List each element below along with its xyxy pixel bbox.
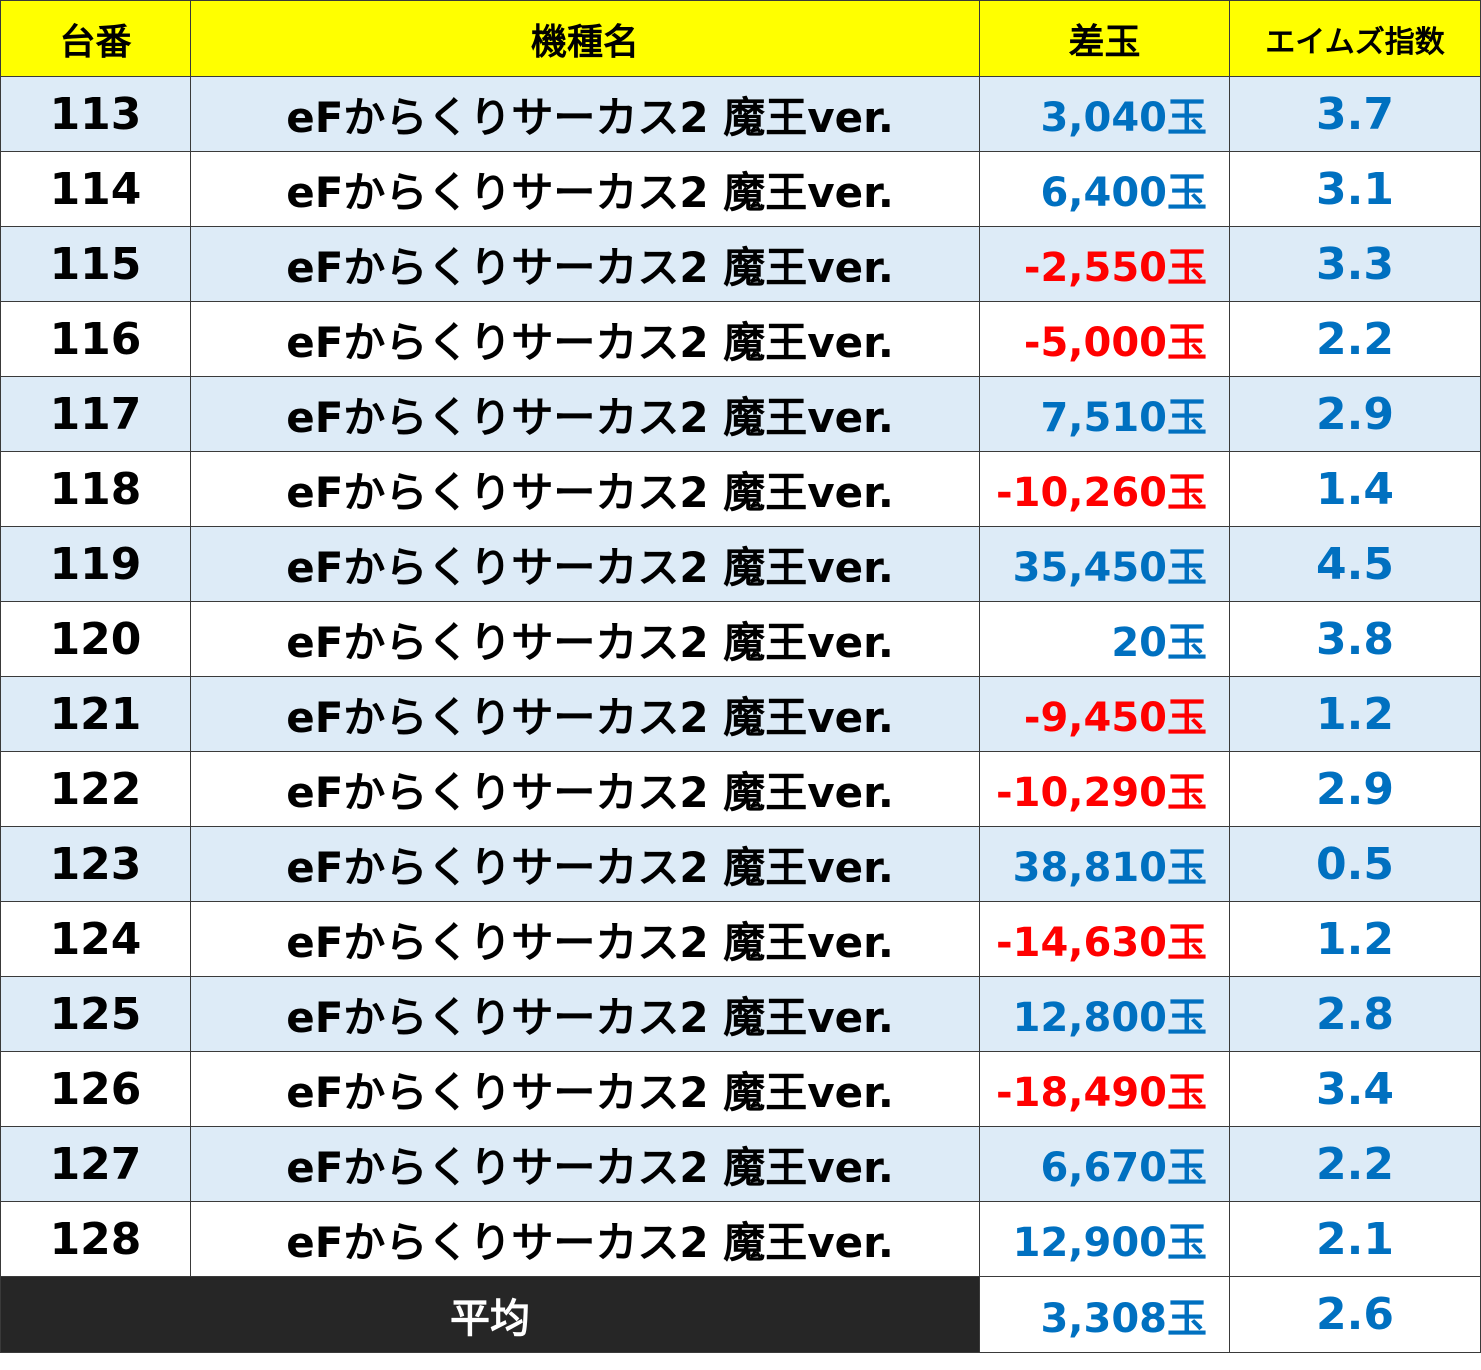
model-name-cell: eFからくりサーカス2 魔王ver. — [190, 1126, 980, 1202]
table-row: 120 eFからくりサーカス2 魔王ver. 20玉 3.8 — [0, 601, 1481, 677]
index-cell: 2.9 — [1229, 376, 1481, 452]
table-row: 128 eFからくりサーカス2 魔王ver. 12,900玉 2.1 — [0, 1201, 1481, 1277]
difference-cell: 12,800玉 — [979, 976, 1230, 1052]
machine-number-cell: 118 — [0, 451, 191, 527]
header-index: エイムズ指数 — [1229, 0, 1481, 77]
model-name-cell: eFからくりサーカス2 魔王ver. — [190, 976, 980, 1052]
model-name-cell: eFからくりサーカス2 魔王ver. — [190, 1201, 980, 1277]
table-row: 118 eFからくりサーカス2 魔王ver. -10,260玉 1.4 — [0, 451, 1481, 527]
machine-number-cell: 121 — [0, 676, 191, 752]
table-row: 119 eFからくりサーカス2 魔王ver. 35,450玉 4.5 — [0, 526, 1481, 602]
model-name-cell: eFからくりサーカス2 魔王ver. — [190, 901, 980, 977]
machine-number-cell: 114 — [0, 151, 191, 227]
machine-number-cell: 119 — [0, 526, 191, 602]
machine-number-cell: 124 — [0, 901, 191, 977]
header-model: 機種名 — [190, 0, 980, 77]
index-cell: 3.8 — [1229, 601, 1481, 677]
difference-cell: -2,550玉 — [979, 226, 1230, 302]
machine-number-cell: 116 — [0, 301, 191, 377]
index-cell: 2.8 — [1229, 976, 1481, 1052]
model-name-cell: eFからくりサーカス2 魔王ver. — [190, 226, 980, 302]
table-row: 121 eFからくりサーカス2 魔王ver. -9,450玉 1.2 — [0, 676, 1481, 752]
model-name-cell: eFからくりサーカス2 魔王ver. — [190, 526, 980, 602]
machine-number-cell: 125 — [0, 976, 191, 1052]
difference-cell: 7,510玉 — [979, 376, 1230, 452]
index-cell: 4.5 — [1229, 526, 1481, 602]
index-cell: 2.2 — [1229, 301, 1481, 377]
average-index: 2.6 — [1229, 1276, 1481, 1353]
index-cell: 1.4 — [1229, 451, 1481, 527]
average-row: 平均 3,308玉 2.6 — [0, 1276, 1481, 1353]
table-row: 125 eFからくりサーカス2 魔王ver. 12,800玉 2.8 — [0, 976, 1481, 1052]
machine-number-cell: 113 — [0, 76, 191, 152]
machine-number-cell: 120 — [0, 601, 191, 677]
header-row: 台番 機種名 差玉 エイムズ指数 — [0, 0, 1481, 77]
model-name-cell: eFからくりサーカス2 魔王ver. — [190, 676, 980, 752]
model-name-cell: eFからくりサーカス2 魔王ver. — [190, 376, 980, 452]
table-row: 122 eFからくりサーカス2 魔王ver. -10,290玉 2.9 — [0, 751, 1481, 827]
index-cell: 3.4 — [1229, 1051, 1481, 1127]
difference-cell: 35,450玉 — [979, 526, 1230, 602]
difference-cell: -9,450玉 — [979, 676, 1230, 752]
machine-number-cell: 126 — [0, 1051, 191, 1127]
table-row: 126 eFからくりサーカス2 魔王ver. -18,490玉 3.4 — [0, 1051, 1481, 1127]
index-cell: 0.5 — [1229, 826, 1481, 902]
table-header: 台番 機種名 差玉 エイムズ指数 — [0, 0, 1481, 77]
model-name-cell: eFからくりサーカス2 魔王ver. — [190, 451, 980, 527]
table-row: 127 eFからくりサーカス2 魔王ver. 6,670玉 2.2 — [0, 1126, 1481, 1202]
header-difference: 差玉 — [979, 0, 1230, 77]
difference-cell: 12,900玉 — [979, 1201, 1230, 1277]
index-cell: 1.2 — [1229, 676, 1481, 752]
difference-cell: 20玉 — [979, 601, 1230, 677]
model-name-cell: eFからくりサーカス2 魔王ver. — [190, 601, 980, 677]
index-cell: 2.9 — [1229, 751, 1481, 827]
machine-number-cell: 123 — [0, 826, 191, 902]
average-label: 平均 — [0, 1276, 980, 1353]
table-row: 115 eFからくりサーカス2 魔王ver. -2,550玉 3.3 — [0, 226, 1481, 302]
model-name-cell: eFからくりサーカス2 魔王ver. — [190, 751, 980, 827]
index-cell: 1.2 — [1229, 901, 1481, 977]
index-cell: 3.3 — [1229, 226, 1481, 302]
difference-cell: -14,630玉 — [979, 901, 1230, 977]
machine-number-cell: 127 — [0, 1126, 191, 1202]
difference-cell: -5,000玉 — [979, 301, 1230, 377]
index-cell: 3.7 — [1229, 76, 1481, 152]
difference-cell: 38,810玉 — [979, 826, 1230, 902]
machine-number-cell: 117 — [0, 376, 191, 452]
difference-cell: -10,260玉 — [979, 451, 1230, 527]
model-name-cell: eFからくりサーカス2 魔王ver. — [190, 151, 980, 227]
model-name-cell: eFからくりサーカス2 魔王ver. — [190, 76, 980, 152]
table-body: 113 eFからくりサーカス2 魔王ver. 3,040玉 3.7 114 eFからくりサ… — [0, 76, 1481, 1277]
machine-number-cell: 122 — [0, 751, 191, 827]
machine-number-cell: 115 — [0, 226, 191, 302]
machine-number-cell: 128 — [0, 1201, 191, 1277]
difference-cell: -18,490玉 — [979, 1051, 1230, 1127]
index-cell: 3.1 — [1229, 151, 1481, 227]
header-number: 台番 — [0, 0, 191, 77]
model-name-cell: eFからくりサーカス2 魔王ver. — [190, 826, 980, 902]
difference-cell: 3,040玉 — [979, 76, 1230, 152]
table-row: 114 eFからくりサーカス2 魔王ver. 6,400玉 3.1 — [0, 151, 1481, 227]
model-name-cell: eFからくりサーカス2 魔王ver. — [190, 301, 980, 377]
table-row: 123 eFからくりサーカス2 魔王ver. 38,810玉 0.5 — [0, 826, 1481, 902]
table-row: 113 eFからくりサーカス2 魔王ver. 3,040玉 3.7 — [0, 76, 1481, 152]
table-row: 117 eFからくりサーカス2 魔王ver. 7,510玉 2.9 — [0, 376, 1481, 452]
table-footer: 平均 3,308玉 2.6 — [0, 1276, 1481, 1353]
table-row: 124 eFからくりサーカス2 魔王ver. -14,630玉 1.2 — [0, 901, 1481, 977]
index-cell: 2.1 — [1229, 1201, 1481, 1277]
difference-cell: 6,670玉 — [979, 1126, 1230, 1202]
model-name-cell: eFからくりサーカス2 魔王ver. — [190, 1051, 980, 1127]
difference-cell: 6,400玉 — [979, 151, 1230, 227]
table-row: 116 eFからくりサーカス2 魔王ver. -5,000玉 2.2 — [0, 301, 1481, 377]
difference-cell: -10,290玉 — [979, 751, 1230, 827]
average-difference: 3,308玉 — [979, 1276, 1230, 1353]
index-cell: 2.2 — [1229, 1126, 1481, 1202]
